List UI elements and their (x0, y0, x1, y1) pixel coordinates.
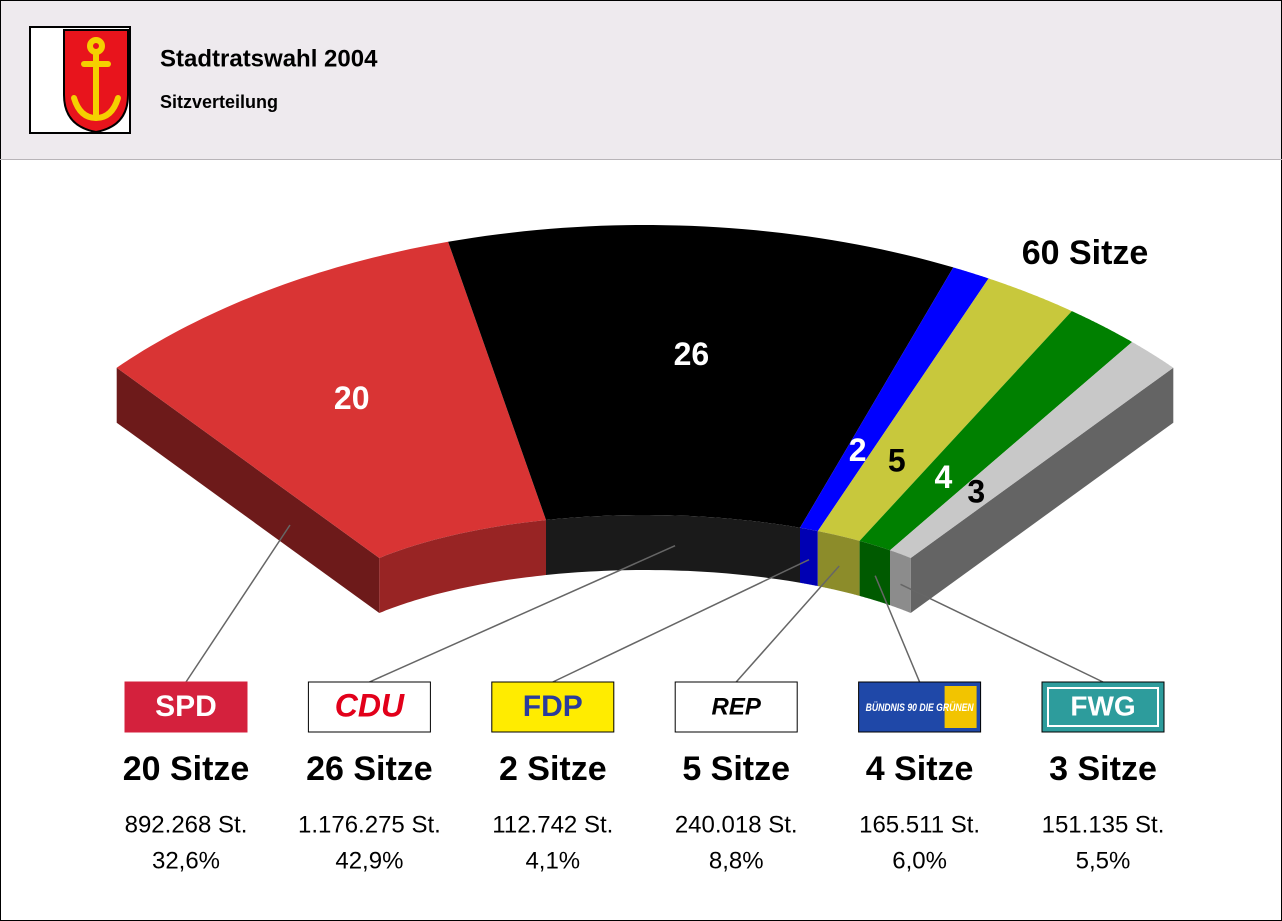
party-logo: REP (674, 681, 798, 733)
vote-count: 112.742 St. (492, 811, 613, 838)
segment-label: 2 (849, 432, 867, 468)
seat-count: 26 Sitze (306, 750, 433, 788)
seat-segment (116, 241, 546, 558)
party-logo: SPD (124, 681, 248, 733)
leader-line (185, 524, 291, 683)
header-band (1, 1, 1281, 159)
segment-inner-face (890, 550, 911, 613)
vote-share: 4,1% (525, 847, 580, 874)
party-logo: FWG (1041, 681, 1165, 733)
vote-count: 151.135 St. (1042, 811, 1165, 838)
vote-count: 1.176.275 St. (298, 811, 441, 838)
seat-segment (890, 342, 1174, 558)
leader-line (874, 575, 921, 683)
segment-inner-face (800, 527, 818, 587)
seat-count: 2 Sitze (499, 750, 607, 788)
chart-title: Stadtratswahl 2004 (160, 45, 378, 72)
segment-label: 26 (674, 336, 710, 372)
coat-of-arms (29, 26, 131, 134)
vote-share: 5,5% (1076, 847, 1131, 874)
logo-box (124, 681, 248, 733)
segment-label: 20 (334, 380, 370, 416)
vote-count: 892.268 St. (125, 811, 248, 838)
vote-share: 8,8% (709, 847, 764, 874)
vote-share: 42,9% (335, 847, 403, 874)
logo-text: FDP (523, 690, 583, 723)
logo-text: BÜNDNIS 90 DIE GRÜNEN (866, 701, 975, 714)
leader-line (735, 565, 840, 683)
seat-segment (448, 225, 954, 528)
segment-inner-face (817, 531, 860, 596)
side-wall (116, 367, 380, 613)
segment-label: 3 (967, 474, 985, 510)
logo-box (491, 681, 615, 733)
logo-box (307, 681, 431, 733)
party-logo: FDP (491, 681, 615, 733)
vote-share: 6,0% (892, 847, 947, 874)
leader-line (900, 583, 1104, 683)
chart-subtitle: Sitzverteilung (160, 92, 278, 112)
seat-count: 3 Sitze (1049, 750, 1157, 788)
logo-inner (1047, 687, 1159, 727)
seat-segment (817, 278, 1072, 541)
leader-line (369, 545, 676, 683)
side-wall (910, 367, 1174, 613)
seat-segment (859, 311, 1133, 551)
vote-count: 240.018 St. (675, 811, 798, 838)
logo-text: FWG (1070, 690, 1135, 721)
logo-text: SPD (155, 690, 217, 723)
party-logo: CDU (307, 681, 431, 733)
segment-inner-face (859, 540, 890, 606)
leader-line (552, 558, 810, 683)
logo-box (1041, 681, 1165, 733)
logo-text: CDU (335, 687, 405, 723)
segment-label: 4 (935, 459, 953, 495)
seat-segment (800, 267, 989, 532)
party-logo: BÜNDNIS 90 DIE GRÜNEN (858, 681, 982, 733)
vote-count: 165.511 St. (859, 811, 980, 838)
seat-count: 20 Sitze (123, 750, 250, 788)
segment-inner-face (546, 515, 800, 583)
logo-box (674, 681, 798, 733)
logo-text: REP (712, 693, 762, 720)
vote-share: 32,6% (152, 847, 220, 874)
segment-label: 5 (888, 443, 906, 479)
total-label: 60 Sitze (1022, 234, 1149, 272)
logo-accent (944, 686, 977, 728)
seat-count: 4 Sitze (866, 750, 974, 788)
seat-count: 5 Sitze (682, 750, 790, 788)
segment-inner-face (379, 520, 546, 613)
